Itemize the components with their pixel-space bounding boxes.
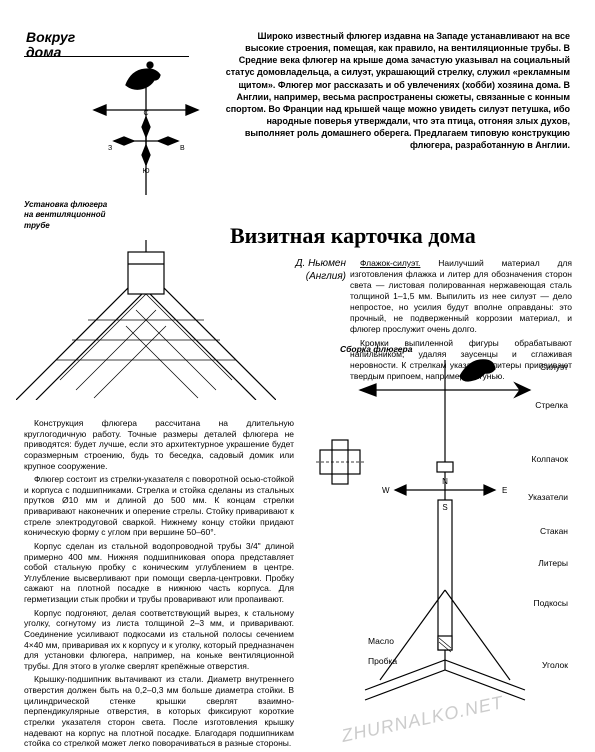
author: Д. Ньюмен (Англия) <box>276 258 346 283</box>
compass-n: N <box>442 477 448 486</box>
compass-e-mini: В <box>180 145 185 152</box>
compass-s-mini: Ю <box>142 168 149 175</box>
compass-e: E <box>502 486 507 495</box>
body-p4: Корпус подгоняют, делая соответствующий … <box>24 608 294 672</box>
body-p5: Крышку-подшипник вытачивают из стали. Ди… <box>24 674 294 748</box>
label-glass: Стакан <box>540 526 568 537</box>
install-caption: Установка флюгера на вентиляционной труб… <box>24 200 114 231</box>
weathervane-aux-diagram: С Ю З В <box>86 55 206 195</box>
body-p1: Конструкция флюгера рассчитана на длител… <box>24 418 294 471</box>
right-p1: Наилучший материал для изготовления флаж… <box>350 258 572 334</box>
house-illustration <box>16 240 276 400</box>
diagram-title: Сборка флюгера <box>340 344 412 355</box>
section-title: Вокругдома <box>26 30 75 59</box>
body-p2: Флюгер состоит из стрелки-указателя с по… <box>24 474 294 538</box>
label-plug: Пробка <box>368 656 397 667</box>
body-text: Конструкция флюгера рассчитана на длител… <box>24 418 294 752</box>
label-oil: Масло <box>368 636 394 647</box>
lead-1: Флажок-силуэт. <box>360 258 420 268</box>
compass-w: W <box>382 486 390 495</box>
assembly-diagram: Сборка флюгера <box>310 340 578 720</box>
label-braces: Подкосы <box>533 598 568 609</box>
compass-n-mini: С <box>143 110 148 117</box>
label-silhouette: Силуэт <box>540 362 568 373</box>
compass-w-mini: З <box>108 145 112 152</box>
label-letters: Литеры <box>538 558 568 569</box>
label-cap: Колпачок <box>532 454 568 465</box>
intro-text: Широко известный флюгер издавна на Запад… <box>220 30 570 151</box>
page: Вокругдома С Ю З В Установка флюгера на … <box>0 0 595 736</box>
label-angle: Уголок <box>542 660 568 671</box>
compass-s: S <box>442 503 447 512</box>
label-pointers: Указатели <box>528 492 568 503</box>
body-p3: Корпус сделан из стальной водопроводной … <box>24 541 294 605</box>
label-arrow: Стрелка <box>535 400 568 411</box>
